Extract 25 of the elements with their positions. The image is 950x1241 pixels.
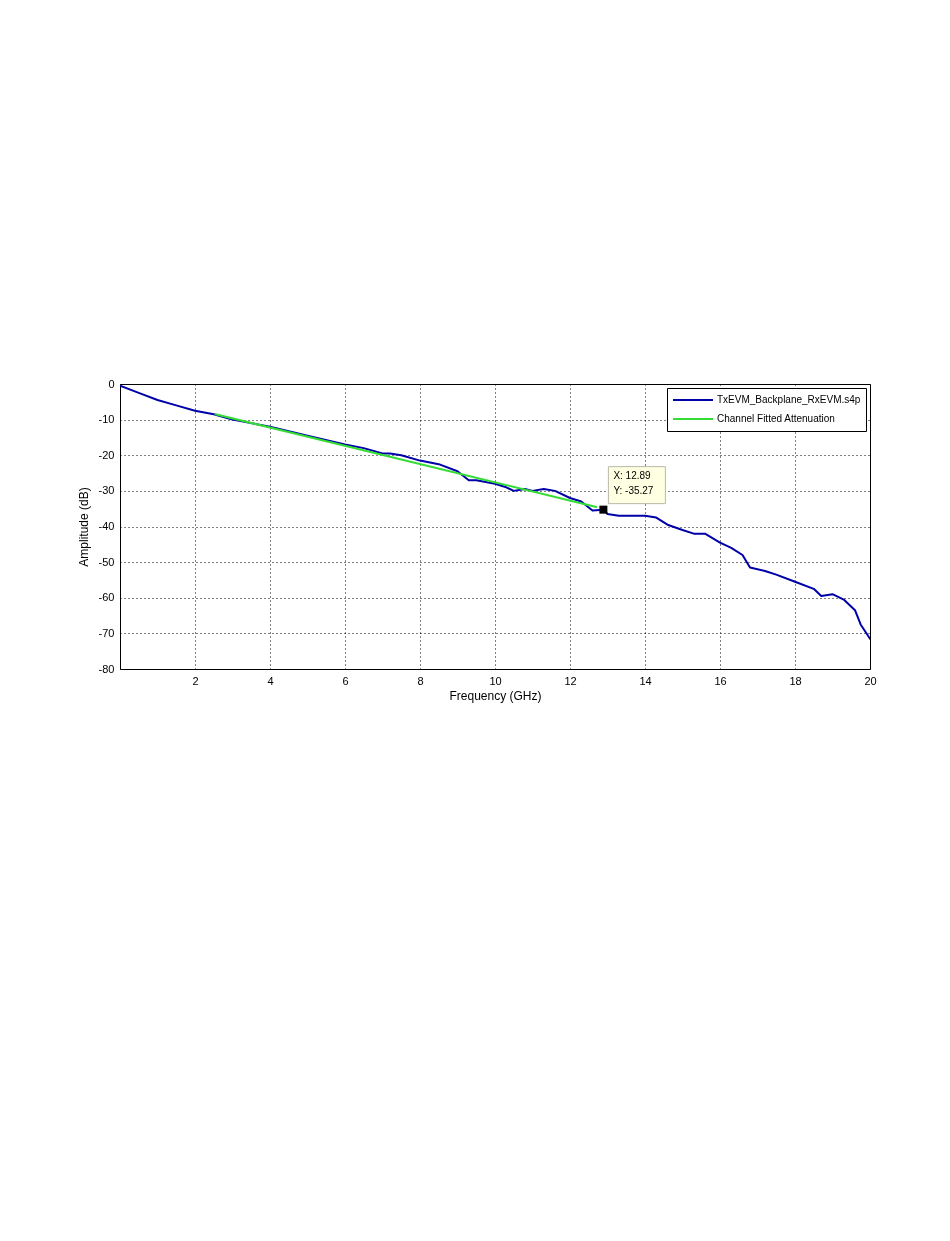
x-tick-label: 4 (267, 674, 274, 687)
x-tick-label: 6 (342, 674, 349, 687)
x-tick-label: 10 (489, 674, 502, 687)
y-tick-label: 0 (108, 377, 115, 390)
x-tick-label: 20 (864, 674, 877, 687)
y-tick-label: -70 (98, 626, 115, 639)
x-tick-label: 8 (417, 674, 424, 687)
x-tick-label: 14 (639, 674, 652, 687)
y-tick-label: -20 (98, 448, 115, 461)
y-tick-label: -60 (98, 591, 115, 604)
y-axis-title: Amplitude (dB) (76, 487, 91, 567)
x-tick-label: 16 (714, 674, 727, 687)
y-tick-label: -50 (98, 555, 115, 568)
y-tick-label: -80 (98, 662, 115, 675)
x-tick-label: 2 (192, 674, 199, 687)
line-series (120, 384, 870, 640)
x-tick-label: 18 (789, 674, 802, 687)
legend-label: TxEVM_Backplane_RxEVM.s4p (717, 394, 861, 405)
legend-label: Channel Fitted Attenuation (717, 413, 835, 424)
y-tick-label: -10 (98, 413, 115, 426)
y-tick-label: -30 (98, 484, 115, 497)
y-tick-label: -40 (98, 520, 115, 532)
x-axis-title: Frequency (GHz) (449, 688, 542, 703)
x-tick-label: 12 (564, 674, 577, 687)
annotation: X: 12.89 Y: -35.27 (613, 469, 654, 496)
